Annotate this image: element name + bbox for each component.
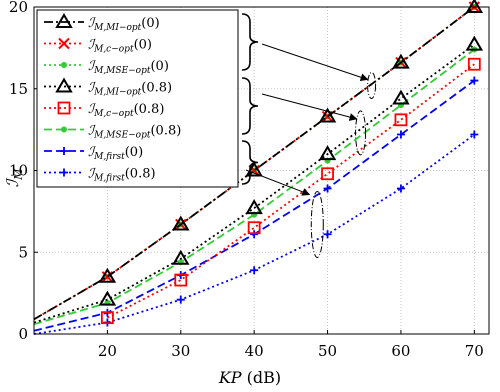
series-line bbox=[106, 63, 475, 319]
data-point bbox=[396, 184, 405, 193]
x-tick-label: 60 bbox=[391, 342, 410, 360]
data-point bbox=[98, 267, 117, 283]
series-4 bbox=[100, 57, 481, 325]
data-point bbox=[318, 145, 337, 161]
legend-entry: ℐM,MSE−opt(0.8) bbox=[44, 124, 181, 141]
x-axis-label: KP (dB) bbox=[218, 368, 281, 387]
legend-brace bbox=[241, 77, 259, 135]
legend-label: ℐM,MI−opt(0) bbox=[88, 16, 160, 33]
series-0 bbox=[33, 0, 484, 321]
y-axis-label: ℐM bbox=[3, 168, 25, 188]
x-tick-label: 40 bbox=[245, 342, 264, 360]
series-3 bbox=[33, 35, 484, 324]
annotation-ellipse bbox=[355, 110, 367, 156]
annotation-ellipse bbox=[310, 190, 324, 258]
legend-label: ℐM,first(0) bbox=[88, 145, 143, 162]
data-point bbox=[176, 295, 185, 304]
y-tick-label: 20 bbox=[9, 0, 28, 16]
data-point bbox=[470, 130, 479, 139]
annotation-arrow bbox=[245, 169, 311, 196]
y-tick-labels: 0 5 10 15 20 bbox=[9, 0, 28, 343]
legend-swatch-marker bbox=[61, 126, 67, 133]
legend-entry: ℐM,c−opt(0.8) bbox=[44, 101, 164, 119]
data-point bbox=[470, 76, 479, 85]
plot-frame bbox=[33, 6, 490, 335]
data-point bbox=[465, 35, 484, 51]
legend-entry: ℐM,MI−opt(0) bbox=[44, 13, 160, 33]
data-point bbox=[172, 249, 190, 265]
legend-swatch-marker bbox=[57, 101, 71, 115]
legend-label: ℐM,c−opt(0.8) bbox=[88, 102, 164, 119]
legend-entry: ℐM,first(0.8) bbox=[44, 167, 156, 184]
legend-label: ℐM,MSE−opt(0) bbox=[88, 59, 169, 76]
legend-entry: ℐM,c−opt(0) bbox=[44, 38, 152, 55]
legend-entry: ℐM,MSE−opt(0) bbox=[44, 59, 169, 76]
legend-swatch-marker bbox=[58, 37, 70, 50]
legend-swatch-marker bbox=[60, 147, 68, 155]
data-point bbox=[465, 0, 484, 13]
data-point bbox=[318, 107, 337, 123]
series-line bbox=[33, 43, 475, 324]
data-point bbox=[250, 230, 259, 239]
data-point bbox=[247, 221, 261, 235]
x-tick-label: 30 bbox=[171, 342, 190, 360]
data-point bbox=[323, 230, 332, 239]
data-point bbox=[98, 290, 117, 306]
data-point bbox=[467, 57, 481, 71]
legend-brace bbox=[241, 140, 259, 185]
legend-label: ℐM,first(0.8) bbox=[88, 167, 156, 184]
legend-swatch-marker bbox=[55, 13, 73, 28]
legend: ℐM,MI−opt(0) ℐM,c−opt(0) ℐM,MSE−opt(0) ℐM,M… bbox=[36, 9, 239, 188]
legend-entry: ℐM,MI−opt(0.8) bbox=[44, 77, 172, 98]
data-point bbox=[174, 273, 188, 287]
legend-label: ℐM,c−opt(0) bbox=[88, 38, 152, 55]
y-tick-label: 15 bbox=[9, 80, 28, 98]
data-point bbox=[392, 53, 410, 69]
legend-entry: ℐM,first(0) bbox=[44, 145, 143, 162]
legend-box bbox=[36, 9, 239, 188]
y-tick-label: 5 bbox=[18, 243, 28, 261]
legend-swatch-marker bbox=[55, 77, 73, 93]
data-point bbox=[392, 89, 410, 105]
data-point bbox=[323, 184, 332, 193]
legend-label: ℐM,MI−opt(0.8) bbox=[88, 81, 172, 98]
data-point bbox=[100, 311, 114, 325]
data-point bbox=[394, 113, 408, 127]
x-tick-label: 50 bbox=[318, 342, 337, 360]
data-point bbox=[172, 215, 190, 231]
annotation-layer bbox=[241, 13, 377, 258]
y-tick-label: 10 bbox=[9, 162, 28, 180]
annotation-arrow bbox=[261, 93, 358, 121]
annotation-ellipse bbox=[367, 71, 377, 99]
series-line bbox=[33, 6, 475, 321]
x-tick-labels: 20 30 40 50 60 70 bbox=[98, 342, 484, 360]
legend-swatch-marker bbox=[60, 168, 68, 177]
series-layer bbox=[33, 0, 484, 335]
data-point bbox=[321, 167, 334, 181]
data-point bbox=[245, 199, 263, 215]
legend-label: ℐM,MSE−opt(0.8) bbox=[88, 124, 181, 141]
data-point bbox=[396, 130, 405, 139]
legend-brace bbox=[241, 13, 259, 71]
data-point bbox=[250, 266, 259, 275]
annotation-arrow bbox=[261, 43, 369, 82]
y-tick-label: 0 bbox=[18, 325, 28, 343]
legend-swatch-marker bbox=[61, 62, 67, 68]
x-tick-label: 70 bbox=[465, 342, 484, 360]
x-tick-label: 20 bbox=[98, 342, 117, 360]
